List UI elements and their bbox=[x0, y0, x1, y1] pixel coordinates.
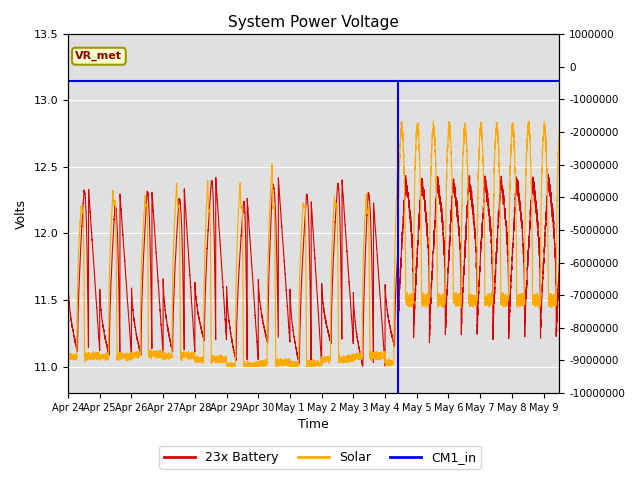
X-axis label: Time: Time bbox=[298, 419, 329, 432]
Text: VR_met: VR_met bbox=[76, 51, 122, 61]
Legend: 23x Battery, Solar, CM1_in: 23x Battery, Solar, CM1_in bbox=[159, 446, 481, 469]
Title: System Power Voltage: System Power Voltage bbox=[228, 15, 399, 30]
Y-axis label: Volts: Volts bbox=[15, 199, 28, 228]
